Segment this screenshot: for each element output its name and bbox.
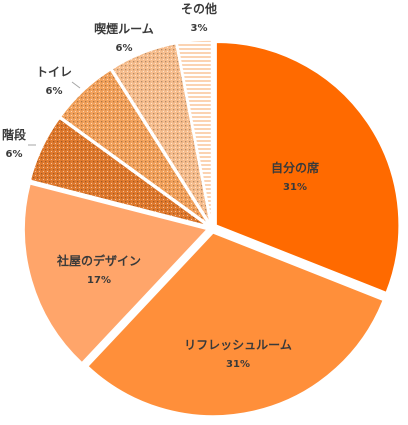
pie-slice-stairs <box>29 117 208 227</box>
slice-label-smoking: 喫煙ルーム <box>94 21 154 36</box>
slice-label-refresh: リフレッシュルーム <box>184 338 292 352</box>
labels-layer: 自分の席 31% リフレッシュルーム 31% 社屋のデザイン 17% 階段 6% トイレ 6% 喫煙… <box>2 1 319 370</box>
slices-layer <box>23 39 400 417</box>
pie-slice-smoking <box>111 42 211 224</box>
slice-value-seat: 31% <box>283 182 307 193</box>
slice-value-stairs: 6% <box>6 149 23 160</box>
slice-label-design: 社屋のデザイン <box>56 253 141 268</box>
slice-label-other: その他 <box>181 1 217 16</box>
slice-label-seat: 自分の席 <box>271 160 319 175</box>
slice-value-smoking: 6% <box>116 43 133 54</box>
slice-label-stairs: 階段 <box>2 127 27 142</box>
pie-slice-other <box>176 39 213 224</box>
pie-slice-toilet <box>59 68 210 225</box>
pie-slice-design <box>23 182 209 364</box>
slice-value-design: 17% <box>87 275 111 286</box>
slice-value-refresh: 31% <box>226 359 250 370</box>
slice-label-toilet: トイレ <box>36 65 72 79</box>
leader-line-toilet <box>71 81 81 89</box>
pie-slice-seat <box>215 41 400 294</box>
slice-value-toilet: 6% <box>46 86 63 97</box>
leader-lines <box>28 81 81 146</box>
slice-value-other: 3% <box>191 23 208 34</box>
pie-slice-refresh <box>86 231 385 417</box>
